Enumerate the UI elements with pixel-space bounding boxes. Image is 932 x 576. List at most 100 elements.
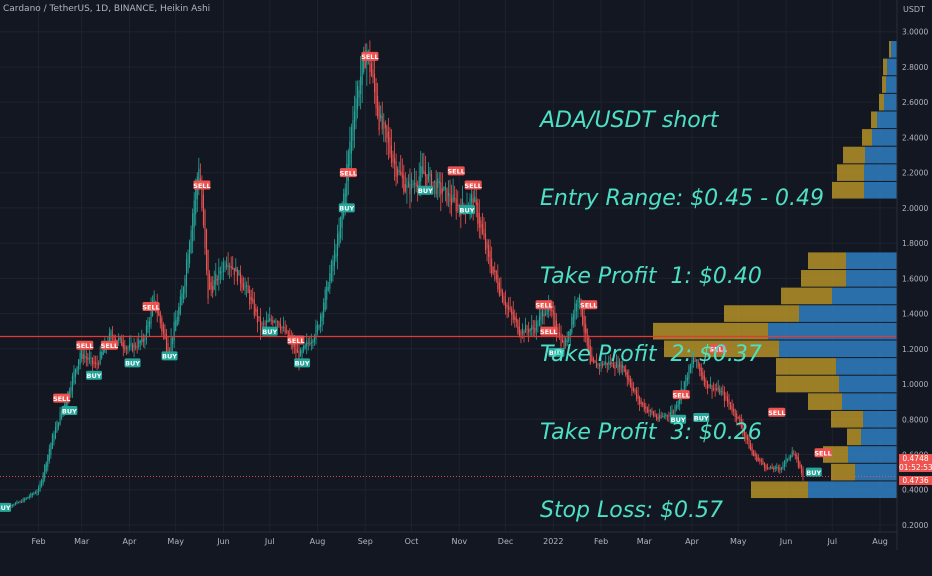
- candle-body: [452, 194, 454, 202]
- sell-signal-label: SELL: [540, 326, 557, 336]
- candle-body: [737, 416, 739, 418]
- buy-signal-box: [548, 347, 565, 357]
- candle-body: [252, 298, 254, 302]
- candle-body: [591, 354, 593, 362]
- candle-body: [321, 313, 323, 322]
- symbol-title[interactable]: Cardano / TetherUS, 1D, BINANCE, Heikin …: [3, 4, 211, 14]
- candle-body: [541, 310, 544, 317]
- candle-body: [352, 120, 354, 141]
- candle-body: [81, 349, 83, 359]
- candle-body: [99, 351, 101, 365]
- candle-body: [384, 122, 386, 129]
- volume-profile-buy-bar: [864, 164, 897, 181]
- candle-body: [181, 293, 183, 306]
- candle-body: [415, 183, 417, 187]
- volume-profile-buy-bar: [799, 305, 897, 322]
- y-tick-label: 1.4000: [902, 310, 928, 319]
- x-tick-label: Apr: [123, 537, 138, 546]
- candle-body: [198, 168, 200, 188]
- candle-body: [431, 173, 433, 190]
- candle-body: [768, 467, 770, 469]
- sell-signal-label: SELL: [76, 340, 93, 350]
- trade-annotation: ADA/USDT short Entry Range: $0.45 - 0.49…: [540, 56, 824, 576]
- annotation-line: ADA/USDT short: [540, 108, 719, 133]
- candle-body: [344, 188, 346, 206]
- candle-body: [429, 171, 431, 177]
- sell-signal-label: SELL: [535, 300, 553, 310]
- buy-signal-box: [417, 185, 434, 195]
- candle-body: [124, 345, 126, 351]
- sell-signal-label: SELL: [53, 393, 70, 403]
- candle-body: [116, 339, 118, 342]
- sell-signal-box: [464, 180, 482, 190]
- sell-signal-box: [535, 300, 553, 310]
- candle-body: [799, 461, 801, 468]
- candle-body: [377, 95, 379, 117]
- candle-body: [327, 286, 329, 291]
- candle-body: [380, 114, 382, 119]
- candle-body: [283, 326, 285, 328]
- candle-body: [625, 369, 627, 375]
- candle-body: [600, 362, 602, 366]
- buy-signal-label: BUY: [86, 370, 103, 380]
- candle-body: [28, 496, 30, 498]
- candle-body: [800, 464, 802, 473]
- candle-body: [606, 362, 608, 366]
- candle-body: [418, 176, 420, 187]
- candle-body: [652, 411, 655, 416]
- y-tick-label: 1.0000: [902, 380, 928, 389]
- candle-body: [145, 325, 147, 340]
- buy-signal-label: BUY: [61, 405, 78, 415]
- candle-body: [36, 491, 38, 494]
- candle-body: [309, 343, 311, 345]
- candle-body: [278, 321, 280, 327]
- candle-body: [350, 127, 352, 154]
- candle-body: [21, 501, 23, 503]
- candle-body: [608, 361, 610, 365]
- candle-body: [141, 335, 143, 343]
- candle-body: [139, 341, 141, 344]
- candle-body: [663, 416, 665, 418]
- candle-body: [58, 422, 60, 427]
- candle-body: [611, 362, 613, 364]
- volume-profile-sell-bar: [776, 375, 839, 393]
- candle-body: [788, 457, 790, 460]
- candle-body: [603, 363, 605, 365]
- candle-body: [511, 308, 513, 315]
- candle-body: [85, 356, 87, 359]
- candle-body: [538, 315, 540, 326]
- candle-body: [635, 390, 638, 399]
- price-chart[interactable]: 0.20000.40000.60000.80001.00001.20001.40…: [0, 0, 932, 550]
- candle-body: [438, 181, 440, 184]
- candle-body: [219, 271, 221, 274]
- candle-body: [247, 285, 249, 294]
- candle-body: [501, 290, 503, 302]
- sell-signal-label: SELL: [193, 180, 211, 190]
- candle-body: [669, 412, 671, 416]
- candle-body: [794, 454, 796, 456]
- candle-body: [472, 198, 474, 207]
- buy-signal-label: BUY: [338, 203, 355, 213]
- candle-body: [427, 173, 430, 180]
- candle-body: [318, 325, 320, 329]
- buy-signal-label: BUY: [670, 414, 687, 424]
- candle-body: [780, 467, 782, 470]
- candle-body: [677, 401, 679, 408]
- x-tick-label: Nov: [451, 537, 467, 546]
- candle-body: [563, 340, 565, 352]
- buy-signal-box: [0, 502, 12, 512]
- candle-body: [497, 275, 499, 290]
- buy-signal-label: BUY: [124, 358, 141, 368]
- candle-body: [353, 111, 356, 131]
- candle-body: [614, 365, 616, 370]
- candle-body: [179, 296, 181, 315]
- candle-body: [697, 360, 699, 368]
- volume-profile-buy-bar: [865, 146, 897, 164]
- candle-body: [189, 241, 191, 264]
- candle-body: [508, 306, 510, 310]
- candle-body: [127, 347, 129, 349]
- candle-body: [773, 467, 775, 470]
- sell-signal-label: SELL: [340, 168, 357, 177]
- last-price-tag: 0.4748 01:52:53: [899, 454, 932, 472]
- candle-body: [709, 384, 712, 387]
